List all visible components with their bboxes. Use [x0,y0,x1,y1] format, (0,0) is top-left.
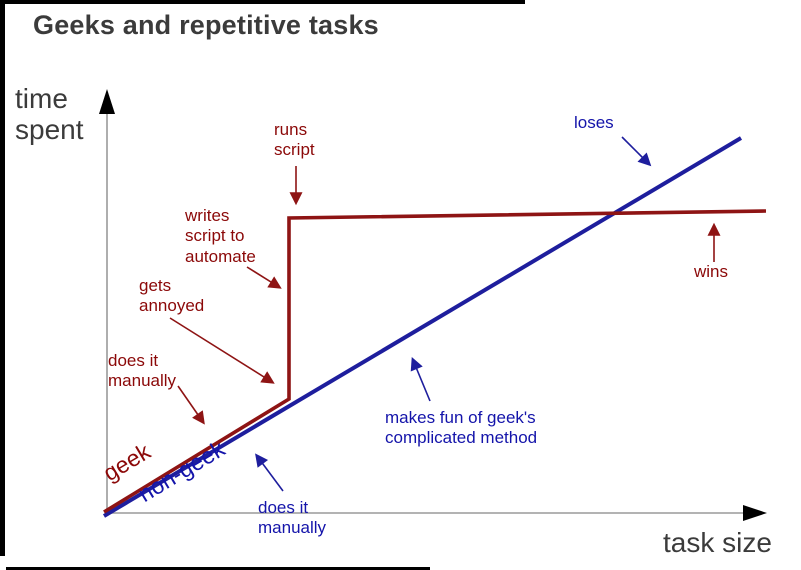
frame-border-bottom [6,567,430,570]
x-axis-label: task size [663,527,772,558]
loses-arrow-icon [621,136,652,167]
annotation-loses: loses [574,113,614,132]
annotation-geek-does-it-manually: does it manually [108,351,177,391]
annotation-runs-script: runs script [274,120,315,160]
page-title: Geeks and repetitive tasks [33,10,379,40]
annotation-nongeek-does-it-manually: does it manually [258,498,327,538]
x-axis-arrowhead-icon [743,505,767,521]
frame-border-left [0,0,5,556]
annotation-wins: wins [694,262,729,281]
geek-does-it-manually-arrow-icon [177,385,205,425]
frame-border-top [0,0,525,4]
annotation-gets-annoyed: gets annoyed [139,276,205,316]
y-axis-label: time spent [15,83,84,145]
makes-fun-arrow-icon [410,356,431,402]
geek-series-line [103,209,767,514]
annotation-writes-script: writes script to automate [185,206,256,266]
writes-script-arrow-icon [246,266,282,289]
annotation-makes-fun: makes fun of geek's complicated method [385,408,538,448]
nongeek-does-it-manually-arrow-icon [255,453,284,492]
gets-annoyed-arrow-icon [169,317,275,384]
nongeek-series-line [102,136,743,518]
y-axis-arrowhead-icon [99,89,115,114]
